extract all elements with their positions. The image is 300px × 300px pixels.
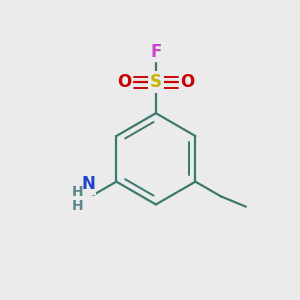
Text: F: F — [150, 43, 162, 61]
Text: H: H — [71, 185, 83, 199]
Text: S: S — [150, 73, 162, 91]
Text: O: O — [180, 73, 195, 91]
Text: N: N — [81, 176, 95, 194]
Text: H: H — [71, 199, 83, 213]
Text: O: O — [117, 73, 131, 91]
